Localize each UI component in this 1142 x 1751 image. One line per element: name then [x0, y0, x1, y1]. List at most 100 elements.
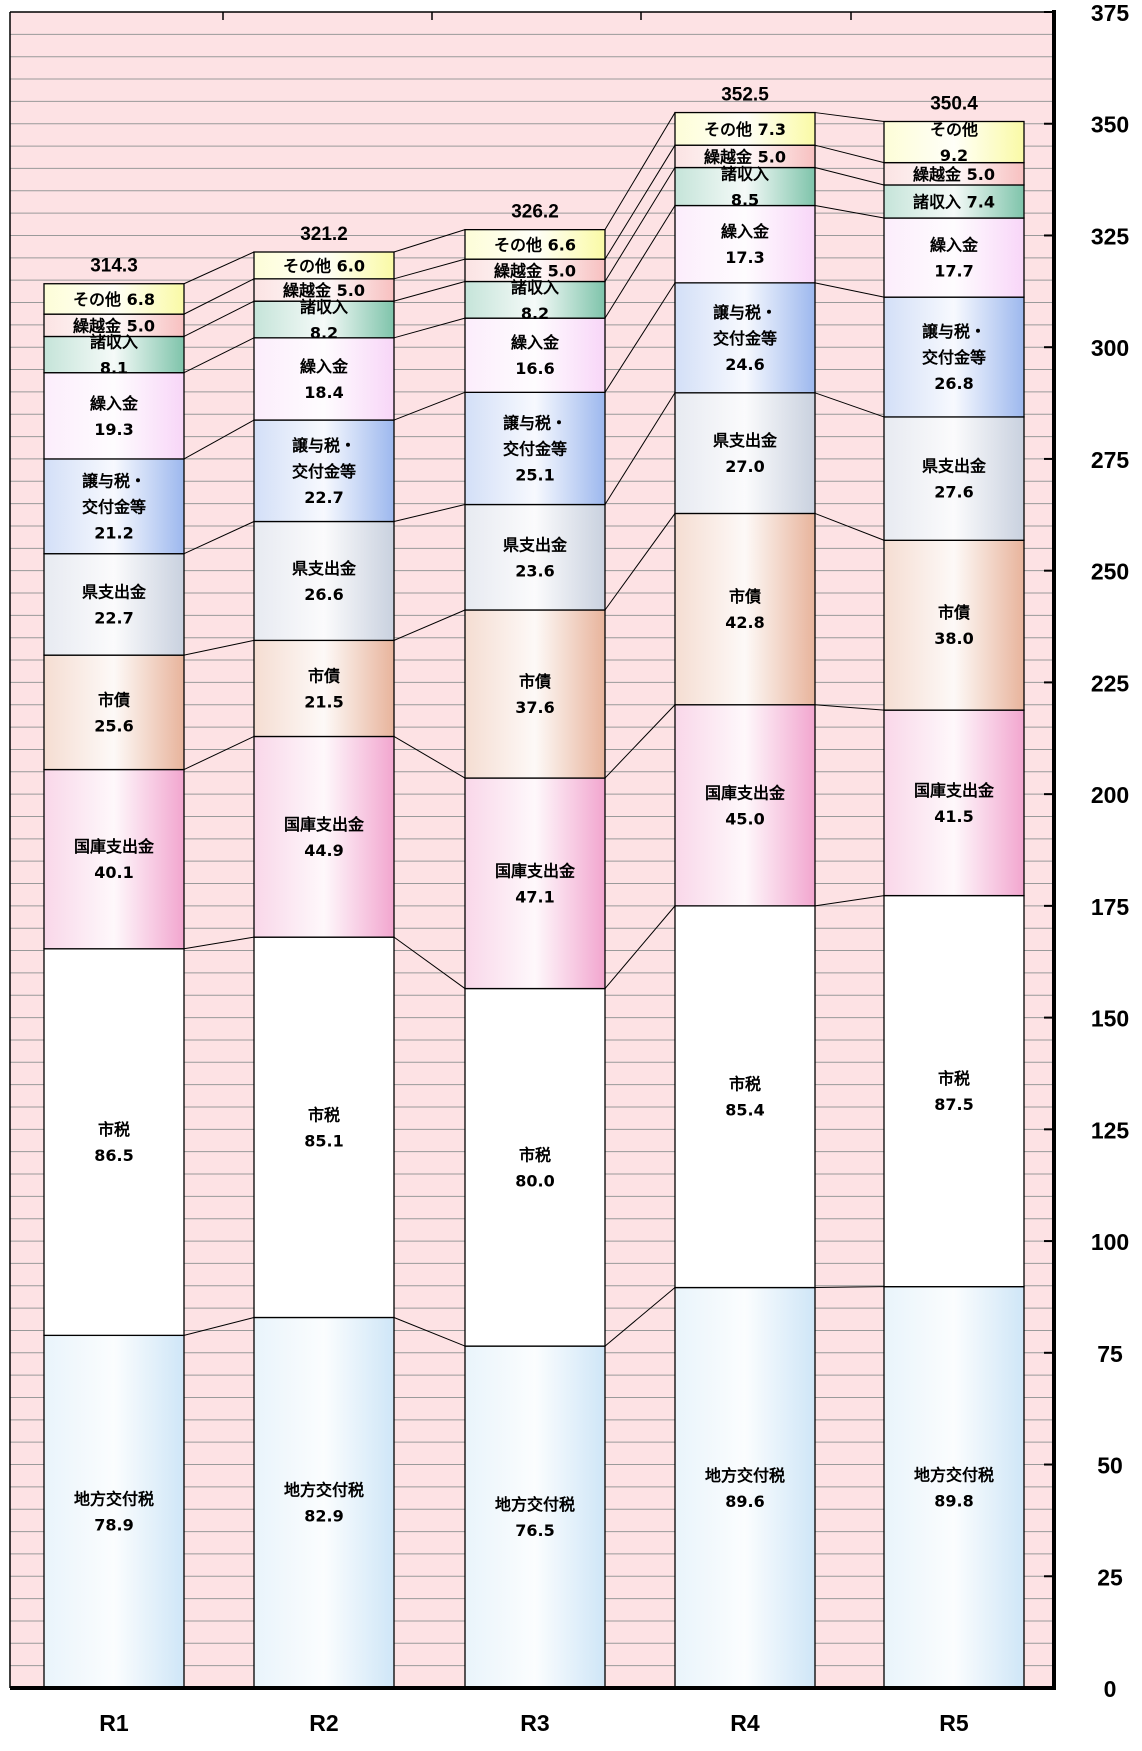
segment-value-label: 86.5: [94, 1146, 133, 1165]
bar-segment: [43, 372, 185, 460]
bar-segment: [464, 777, 606, 990]
connector-line: [183, 419, 255, 460]
bar-segment: [464, 609, 606, 779]
connector-line: [393, 1317, 466, 1347]
category-label: R1: [99, 1710, 129, 1736]
bar-segment: [43, 553, 185, 656]
segment-name-label: 県支出金: [713, 431, 778, 450]
connector-line: [393, 609, 466, 641]
bar-segment: [43, 458, 185, 555]
segment-value-label: 27.6: [934, 483, 973, 502]
segment-value-label: 26.6: [304, 585, 343, 604]
segment-value-label: 89.8: [934, 1491, 973, 1510]
connector-line: [604, 112, 676, 230]
segment-value-label: 21.5: [304, 692, 343, 711]
bar-segment: [464, 391, 606, 506]
bar-segment: [43, 335, 185, 374]
segment-name-label: 繰入金: [90, 394, 139, 413]
connector-line: [183, 639, 255, 656]
bar-segment: [674, 392, 816, 515]
segment-value-label: 17.7: [934, 262, 973, 281]
segment-name-label: 市税: [308, 1105, 340, 1124]
segment-name-label: 繰入金: [300, 357, 349, 376]
bar-segment: [674, 905, 816, 1289]
segment-label: その他 6.0: [283, 256, 365, 275]
bar-segment: [883, 1286, 1025, 1689]
category-label: R4: [730, 1710, 760, 1736]
bar-segment: [674, 512, 816, 706]
connector-line: [183, 521, 255, 555]
segment-value-label: 47.1: [515, 887, 554, 906]
y-tick-label: 275: [1091, 447, 1130, 473]
segment-name-label: 繰入金: [930, 236, 979, 255]
connector-line: [393, 229, 466, 253]
total-label: 314.3: [90, 256, 138, 277]
y-tick-label: 175: [1091, 894, 1130, 920]
segment-value-label: 87.5: [934, 1095, 973, 1114]
connector-line: [183, 337, 255, 374]
segment-name-label: 諸収入: [511, 278, 559, 297]
connector-line: [393, 317, 466, 339]
bar-segment: [674, 1286, 816, 1689]
segment-value-label: 18.4: [304, 383, 343, 402]
connector-line: [604, 392, 676, 505]
bar-segment: [883, 296, 1025, 418]
segment-value-label: 45.0: [725, 809, 764, 828]
total-label: 350.4: [930, 93, 978, 114]
segment-name-label: 県支出金: [922, 457, 987, 476]
connector-line: [604, 205, 676, 319]
bar-segment: [43, 654, 185, 771]
segment-name-label: 市税: [938, 1069, 970, 1088]
segment-name-label: 交付金等: [503, 439, 567, 458]
segment-value-label: 37.6: [515, 698, 554, 717]
connector-line: [183, 300, 255, 337]
segment-name-label: 譲与税・: [292, 436, 356, 455]
segment-label: 繰越金 5.0: [283, 281, 365, 300]
segment-value-label: 89.6: [725, 1492, 764, 1511]
y-tick-label: 25: [1097, 1564, 1123, 1590]
bar-segment: [43, 1334, 185, 1689]
total-label: 326.2: [511, 202, 559, 223]
segment-name-label: 国庫支出金: [705, 783, 786, 802]
connector-line: [183, 1317, 255, 1336]
connector-line: [183, 936, 255, 950]
connector-line: [604, 704, 676, 779]
segment-value-label: 22.7: [94, 608, 133, 627]
y-tick-label: 0: [1104, 1676, 1117, 1702]
bar-segment: [464, 229, 606, 260]
bar-segment: [883, 184, 1025, 219]
connector-line: [814, 112, 885, 122]
y-tick-label: 200: [1091, 782, 1129, 808]
category-label: R3: [520, 1710, 549, 1736]
y-tick-label: 50: [1097, 1453, 1123, 1479]
y-tick-label: 300: [1091, 335, 1129, 361]
segment-value-label: 42.8: [725, 613, 764, 632]
segment-name-label: 国庫支出金: [284, 815, 365, 834]
connector-line: [183, 278, 255, 315]
bar-segment: [674, 166, 816, 207]
segment-name-label: 市債: [729, 587, 761, 606]
bar-segment: [43, 283, 185, 315]
connector-line: [814, 167, 885, 186]
y-tick-label: 325: [1091, 223, 1130, 249]
connector-line: [604, 513, 676, 611]
connector-line: [604, 167, 676, 282]
segment-value-label: 44.9: [304, 841, 343, 860]
segment-name-label: 市税: [98, 1120, 130, 1139]
segment-value-label: 17.3: [725, 248, 764, 267]
bar-segment: [464, 280, 606, 319]
segment-name-label: 諸収入: [90, 333, 138, 352]
segment-name-label: 地方交付税: [284, 1481, 364, 1500]
bar-segment: [674, 704, 816, 907]
segment-name-label: 国庫支出金: [74, 837, 155, 856]
segment-value-label: 78.9: [94, 1516, 133, 1535]
connector-line: [814, 512, 885, 541]
connector-line: [814, 895, 885, 907]
segment-name-label: 諸収入: [300, 297, 348, 316]
segment-name-label: 繰入金: [511, 333, 560, 352]
connector-line: [604, 282, 676, 393]
segment-value-label: 76.5: [515, 1521, 554, 1540]
segment-name-label: 交付金等: [292, 462, 356, 481]
bar-segment: [464, 987, 606, 1347]
bar-segment: [883, 416, 1025, 541]
